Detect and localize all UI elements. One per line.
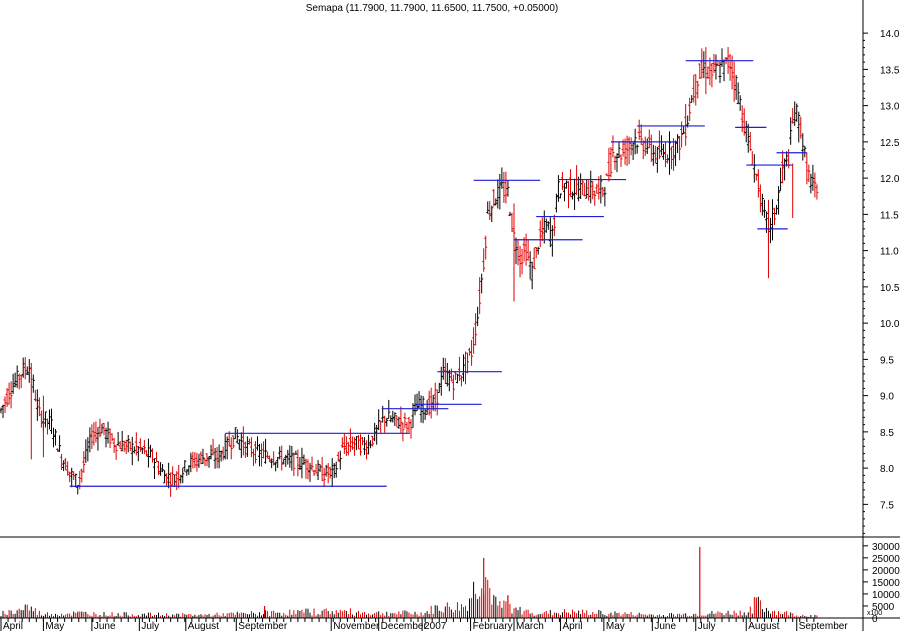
- x-axis-tick-label: June: [94, 621, 116, 631]
- price-y-tick-label: 13.5: [880, 65, 900, 76]
- price-y-tick-label: 11.0: [880, 247, 899, 258]
- x-axis-tick-label: August: [188, 621, 219, 631]
- price-y-tick-label: 9.0: [880, 392, 894, 403]
- price-y-tick-label: 14.0: [880, 29, 900, 40]
- x-axis-tick-label: December: [381, 621, 428, 631]
- price-y-tick-label: 10.0: [880, 319, 900, 330]
- price-y-tick-label: 8.0: [880, 464, 894, 475]
- price-y-tick-label: 7.5: [880, 500, 894, 511]
- volume-y-tick-label: 30000: [872, 542, 900, 553]
- volume-y-tick-label: 0: [872, 614, 878, 625]
- x-axis-tick-label: September: [238, 621, 288, 631]
- x-axis: April May June July August September November D…: [0, 618, 849, 632]
- volume-y-tick-label: 20000: [872, 566, 900, 577]
- x-axis-tick-label: May: [45, 621, 64, 631]
- x-axis-tick-label: March: [516, 621, 544, 631]
- x-axis-tick-label: April: [3, 621, 23, 631]
- price-y-tick-label: 12.5: [880, 138, 900, 149]
- x-axis-tick-label: April: [562, 621, 582, 631]
- x-axis-tick-label: May: [606, 621, 625, 631]
- x-axis-tick-label: September: [799, 621, 849, 631]
- volume-unit-label: x100: [867, 610, 882, 617]
- x-axis-tick-label: July: [141, 621, 159, 631]
- x-axis-tick-label: August: [748, 621, 779, 631]
- x-axis-tick-label: 2007: [424, 621, 447, 631]
- volume-y-tick-label: 25000: [872, 554, 900, 565]
- price-y-tick-label: 13.0: [880, 102, 900, 113]
- price-y-tick-label: 9.5: [880, 355, 894, 366]
- x-axis-tick-label: February: [473, 621, 513, 631]
- price-panel: 14.0 13.5 13.0 12.5 12.0 11.5 11.0 10.5 10.0 9.5 9…: [0, 29, 900, 534]
- volume-y-tick-label: 15000: [872, 578, 900, 589]
- volume-y-tick-label: 5000: [872, 602, 895, 613]
- price-y-tick-label: 8.5: [880, 428, 894, 439]
- price-y-tick-label: 10.5: [880, 283, 900, 294]
- x-axis-tick-label: November: [333, 621, 380, 631]
- price-y-tick-label: 11.5: [880, 210, 899, 221]
- x-axis-tick-label: June: [654, 621, 676, 631]
- x-axis-tick-label: July: [698, 621, 716, 631]
- volume-y-tick-label: 10000: [872, 590, 900, 601]
- price-y-tick-label: 12.0: [880, 174, 900, 185]
- chart-title: Semapa (11.7900, 11.7900, 11.6500, 11.75…: [306, 3, 559, 14]
